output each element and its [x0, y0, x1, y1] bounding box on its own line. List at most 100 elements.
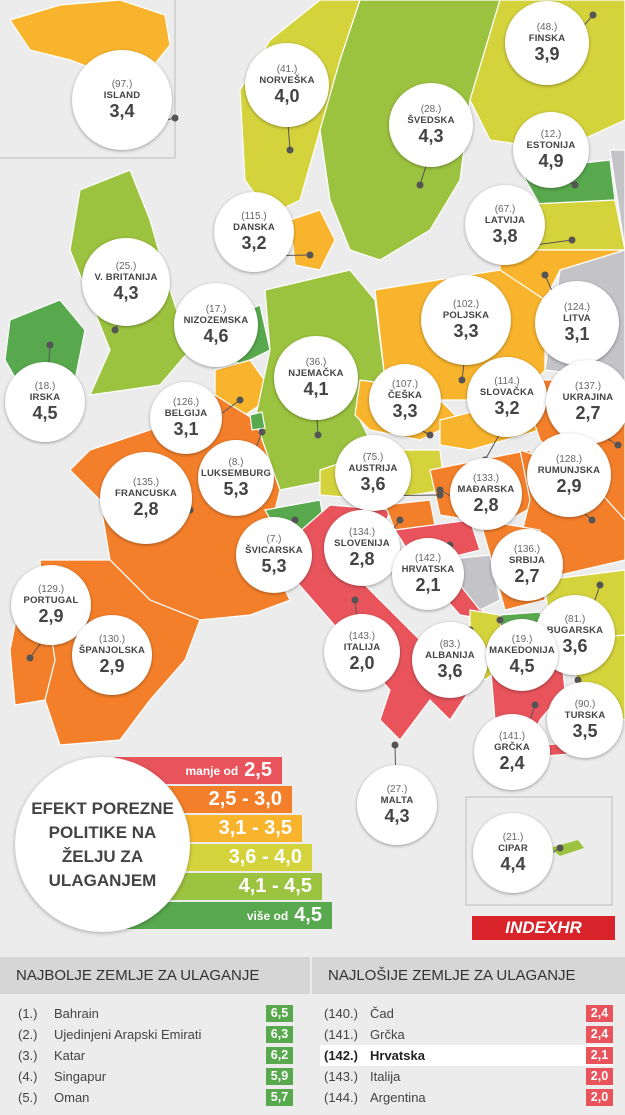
country-score: 2,7	[575, 403, 601, 423]
country-bubble: (8.) LUKSEMBURG 5,3	[198, 440, 274, 516]
best-countries-table: (1.) Bahrain 6,5 (2.) Ujedinjeni Arapski Emi…	[18, 1003, 293, 1108]
country-name: UKRAJINA	[562, 392, 614, 403]
country-rank: (81.)	[564, 614, 586, 625]
country-name: AUSTRIJA	[348, 463, 398, 474]
country-rank: (12.)	[540, 129, 562, 140]
country-bubble: (133.) MAĐARSKA 2,8	[450, 458, 522, 530]
country-rank: (28.)	[420, 104, 442, 115]
region-denmark	[289, 209, 336, 271]
country-score: 2,9	[556, 476, 582, 496]
country-name: NJEMAČKA	[288, 368, 344, 379]
legend-prefix: manje od	[185, 763, 239, 778]
country-bubble: (90.) TURSKA 3,5	[547, 682, 623, 758]
leader-dot	[258, 428, 266, 436]
country-bubble: (19.) MAKEDONIJA 4,5	[486, 619, 558, 691]
country-rank: (75.)	[362, 452, 384, 463]
row-score: 2,4	[586, 1005, 613, 1022]
country-bubble: (67.) LATVIJA 3,8	[465, 185, 545, 265]
country-name: SRBIJA	[508, 555, 546, 566]
country-name: HRVATSKA	[401, 564, 455, 575]
leader-dot	[556, 844, 564, 852]
best-countries-header: NAJBOLJE ZEMLJE ZA ULAGANJE	[0, 957, 310, 994]
country-bubble: (126.) BELGIJA 3,1	[150, 382, 222, 454]
row-rank: (140.)	[324, 1006, 358, 1021]
country-rank: (134.)	[348, 527, 376, 538]
country-name: GRČKA	[494, 742, 530, 753]
country-bubble: (135.) FRANCUSKA 2,8	[100, 452, 192, 544]
country-rank: (133.)	[472, 473, 500, 484]
row-country: Katar	[54, 1048, 86, 1063]
country-score: 3,6	[360, 474, 386, 494]
country-bubble: (128.) RUMUNJSKA 2,9	[527, 433, 611, 517]
country-name: MALTA	[380, 795, 414, 806]
row-country: Hrvatska	[370, 1048, 425, 1063]
table-row: (4.) Singapur 5,9	[18, 1066, 293, 1087]
leader-dot	[171, 114, 179, 122]
country-name: NIZOZEMSKA	[183, 315, 249, 326]
legend-range: 4,5	[294, 904, 322, 926]
row-rank: (144.)	[324, 1090, 358, 1105]
row-score: 2,0	[586, 1068, 613, 1085]
row-score: 6,2	[266, 1047, 293, 1064]
region-cyprus	[550, 840, 584, 856]
country-score: 5,3	[261, 556, 287, 576]
country-rank: (17.)	[205, 304, 227, 315]
leader-dot	[306, 251, 314, 259]
row-country: Argentina	[370, 1090, 426, 1105]
country-score: 4,6	[203, 326, 229, 346]
country-name: NORVEŠKA	[259, 75, 315, 86]
country-bubble: (137.) UKRAJINA 2,7	[546, 360, 625, 444]
legend-prefix: više od	[246, 908, 289, 923]
country-rank: (97.)	[111, 79, 133, 90]
country-score: 3,1	[173, 419, 199, 439]
country-score: 3,3	[392, 401, 418, 421]
country-score: 4,9	[538, 151, 564, 171]
country-rank: (107.)	[391, 379, 419, 390]
indexhr-logo: INDEXHR	[472, 916, 615, 940]
country-name: ŠPANJOLSKA	[78, 645, 146, 656]
country-name: BUGARSKA	[546, 625, 604, 636]
leader-dot	[396, 516, 404, 524]
country-rank: (21.)	[502, 832, 524, 843]
country-score: 3,9	[534, 44, 560, 64]
row-rank: (1.)	[18, 1006, 38, 1021]
country-rank: (143.)	[348, 631, 376, 642]
country-score: 2,0	[349, 653, 375, 673]
country-score: 4,4	[500, 854, 526, 874]
country-name: CIPAR	[498, 843, 528, 854]
country-bubble: (36.) NJEMAČKA 4,1	[274, 336, 358, 420]
row-rank: (141.)	[324, 1027, 358, 1042]
country-score: 2,9	[99, 656, 125, 676]
country-score: 2,8	[473, 495, 499, 515]
row-rank: (4.)	[18, 1069, 38, 1084]
row-rank: (3.)	[18, 1048, 38, 1063]
country-score: 3,8	[492, 226, 518, 246]
country-bubble: (21.) CIPAR 4,4	[473, 813, 553, 893]
country-score: 3,2	[241, 233, 267, 253]
country-name: FRANCUSKA	[115, 488, 177, 499]
country-name: PORTUGAL	[23, 595, 79, 606]
country-name: LITVA	[563, 313, 591, 324]
leader-dot	[589, 11, 597, 19]
country-name: SLOVENIJA	[334, 538, 390, 549]
row-country: Ujedinjeni Arapski Emirati	[54, 1027, 202, 1042]
country-bubble: (136.) SRBIJA 2,7	[491, 529, 563, 601]
country-rank: (25.)	[115, 261, 137, 272]
table-row: (144.) Argentina 2,0	[320, 1087, 613, 1108]
country-bubble: (18.) IRSKA 4,5	[5, 362, 85, 442]
legend-range: 3,6 - 4,0	[228, 846, 302, 868]
legend-range: 3,1 - 3,5	[218, 817, 292, 839]
country-score: 4,0	[274, 86, 300, 106]
leader-dot	[596, 581, 604, 589]
country-score: 2,9	[38, 606, 64, 626]
country-name: LATVIJA	[484, 215, 526, 226]
country-rank: (128.)	[555, 454, 583, 465]
row-score: 6,3	[266, 1026, 293, 1043]
leader-dot	[236, 396, 244, 404]
country-score: 3,2	[494, 398, 520, 418]
country-rank: (129.)	[37, 584, 65, 595]
leader-dot	[426, 431, 434, 439]
country-name: ŠVICARSKA	[245, 545, 303, 556]
country-name: POLJSKA	[442, 310, 490, 321]
country-rank: (67.)	[494, 204, 516, 215]
